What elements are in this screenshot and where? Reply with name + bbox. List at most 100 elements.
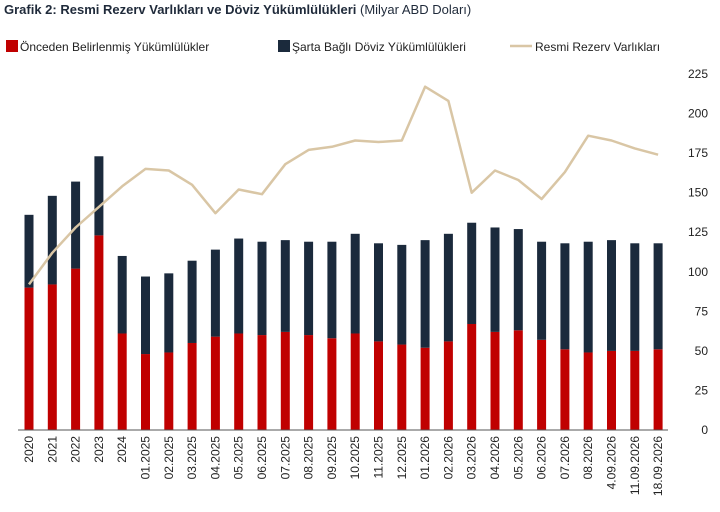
bar-contingent-2020 — [24, 214, 34, 288]
bar-predetermined-2024 — [117, 333, 127, 430]
bar-contingent-01.2026 — [420, 240, 430, 348]
bar-contingent-02.2025 — [164, 273, 174, 353]
x-tick-label: 08.2025 — [302, 436, 316, 480]
x-tick-label: 01.2025 — [139, 436, 153, 480]
y-tick-label: 100 — [688, 265, 708, 279]
bar-contingent-11.09.2026 — [630, 243, 640, 351]
legend-swatch-1 — [6, 40, 18, 52]
y-tick-label: 50 — [695, 344, 709, 358]
x-tick-label: 10.2025 — [348, 436, 362, 480]
chart-title-main: Grafik 2: Resmi Rezerv Varlıkları ve Döv… — [4, 2, 357, 17]
bar-predetermined-2021 — [47, 284, 57, 430]
x-tick-label: 2020 — [22, 436, 36, 463]
bar-predetermined-10.2025 — [350, 333, 360, 430]
bar-contingent-06.2026 — [537, 241, 547, 340]
bar-predetermined-06.2026 — [537, 339, 547, 430]
x-tick-label: 07.2025 — [278, 436, 292, 480]
bar-contingent-2023 — [94, 156, 104, 236]
x-tick-label: 05.2026 — [511, 436, 525, 480]
x-tick-label: 03.2025 — [185, 436, 199, 480]
bar-contingent-03.2026 — [467, 222, 477, 324]
bar-predetermined-2023 — [94, 235, 104, 430]
bar-contingent-06.2025 — [257, 241, 267, 336]
chart-title: Grafik 2: Resmi Rezerv Varlıkları ve Döv… — [4, 2, 471, 17]
bar-contingent-08.2026 — [583, 241, 593, 353]
legend-label-1: Önceden Belirlenmiş Yükümlülükler — [20, 40, 209, 54]
x-tick-label: 2021 — [45, 436, 59, 463]
x-tick-label: 02.2026 — [441, 436, 455, 480]
bar-contingent-08.2025 — [304, 241, 314, 336]
bar-contingent-4.09.2026 — [607, 240, 616, 351]
bar-predetermined-2022 — [71, 268, 81, 430]
bar-predetermined-11.09.2026 — [630, 350, 640, 430]
bars — [24, 156, 663, 430]
x-tick-label: 04.2026 — [488, 436, 502, 480]
y-tick-label: 175 — [688, 146, 708, 160]
bar-predetermined-2020 — [24, 287, 34, 430]
y-tick-label: 225 — [688, 67, 708, 81]
bar-contingent-11.2025 — [374, 243, 383, 342]
bar-predetermined-06.2025 — [257, 335, 267, 430]
y-tick-label: 200 — [688, 107, 708, 121]
bar-predetermined-01.2026 — [420, 347, 430, 430]
x-tick-label: 11.09.2026 — [628, 436, 642, 495]
bar-predetermined-04.2026 — [490, 331, 500, 430]
bar-contingent-04.2025 — [210, 249, 220, 337]
x-tick-label: 12.2025 — [395, 436, 409, 480]
y-tick-label: 0 — [701, 423, 708, 437]
reserve-line — [27, 85, 659, 286]
bar-contingent-12.2025 — [397, 244, 407, 345]
x-tick-label: 2024 — [115, 436, 129, 463]
x-tick-label: 07.2026 — [558, 436, 572, 480]
x-axis: 2020 2021 2022 2023 2024 01.2025 02.2025 03.202… — [18, 429, 668, 496]
y-axis: 0 25 50 75 100 125 150 175 200 225 — [688, 67, 708, 437]
bar-contingent-10.2025 — [350, 233, 360, 334]
legend-swatch-2 — [278, 40, 290, 52]
x-tick-label: 03.2026 — [465, 436, 479, 480]
y-tick-label: 125 — [688, 225, 708, 239]
x-tick-label: 05.2025 — [232, 436, 246, 480]
bar-predetermined-12.2025 — [397, 344, 407, 430]
bar-contingent-2022 — [71, 181, 81, 269]
bar-contingent-04.2026 — [490, 227, 500, 332]
bar-contingent-01.2025 — [141, 276, 150, 355]
chart-title-unit: (Milyar ABD Doları) — [360, 2, 472, 17]
x-tick-label: 09.2025 — [325, 436, 339, 480]
y-tick-label: 150 — [688, 186, 708, 200]
bar-contingent-05.2025 — [234, 238, 244, 334]
bar-contingent-07.2025 — [280, 240, 290, 332]
legend-label-2: Şarta Bağlı Döviz Yükümlülükleri — [292, 40, 466, 54]
x-tick-label: 02.2025 — [162, 436, 176, 480]
bar-predetermined-4.09.2026 — [607, 350, 616, 430]
x-tick-label: 04.2025 — [208, 436, 222, 480]
bar-predetermined-03.2026 — [467, 323, 477, 430]
bar-contingent-2024 — [117, 255, 127, 334]
bar-contingent-03.2025 — [187, 260, 197, 343]
bar-contingent-18.09.2026 — [653, 243, 663, 350]
bar-predetermined-09.2025 — [327, 338, 337, 430]
bar-predetermined-07.2026 — [560, 349, 570, 430]
x-tick-label: 08.2026 — [581, 436, 595, 480]
bar-predetermined-05.2025 — [234, 333, 244, 430]
x-tick-label: 11.2025 — [372, 436, 386, 479]
bar-predetermined-02.2025 — [164, 352, 174, 430]
x-tick-label: 2023 — [92, 436, 106, 463]
bar-contingent-09.2025 — [327, 241, 337, 339]
bar-predetermined-01.2025 — [141, 354, 150, 430]
bar-contingent-07.2026 — [560, 243, 570, 350]
bar-predetermined-07.2025 — [280, 331, 290, 430]
bar-contingent-02.2026 — [443, 233, 453, 342]
bar-predetermined-05.2026 — [513, 330, 523, 430]
y-tick-label: 75 — [695, 304, 709, 318]
bar-predetermined-02.2026 — [443, 341, 453, 430]
bar-contingent-2021 — [47, 195, 57, 285]
bar-predetermined-08.2026 — [583, 352, 593, 430]
legend-label-3: Resmi Rezerv Varlıkları — [535, 40, 660, 54]
x-tick-label: 06.2026 — [535, 436, 549, 480]
x-tick-label: 06.2025 — [255, 436, 269, 480]
bar-predetermined-03.2025 — [187, 342, 197, 430]
x-tick-label: 01.2026 — [418, 436, 432, 480]
x-tick-label: 4.09.2026 — [605, 436, 619, 490]
reserve-assets-line — [27, 85, 659, 286]
